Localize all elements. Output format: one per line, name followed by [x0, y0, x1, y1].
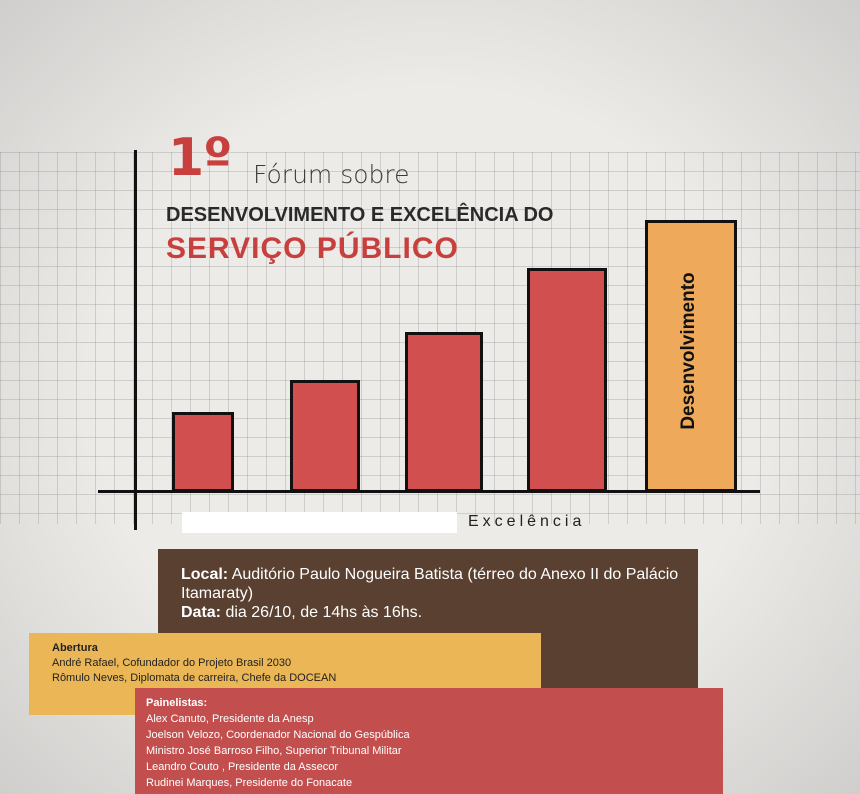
x-caption-blank-box — [182, 512, 457, 533]
opening-speaker: Rômulo Neves, Diplomata de carreira, Che… — [52, 672, 337, 684]
panelist: Leandro Couto , Presidente da Assecor — [146, 761, 339, 773]
bar — [172, 412, 234, 492]
location-value: Auditório Paulo Nogueira Batista (térreo… — [181, 566, 679, 602]
bar-desenvolvimento — [645, 220, 737, 492]
event-info-text: Local: Auditório Paulo Nogueira Batista … — [181, 565, 681, 622]
date-label: Data: — [181, 604, 222, 621]
date-value: dia 26/10, de 14hs às 16hs. — [225, 604, 423, 621]
bar — [527, 268, 607, 492]
title-subject: DESENVOLVIMENTO E EXCELÊNCIA DO — [166, 204, 554, 226]
panelist: Rudinei Marques, Presidente do Fonacate — [146, 777, 353, 789]
bar-label-desenvolvimento: Desenvolvimento — [678, 272, 699, 430]
opening-text: Abertura André Rafael, Cofundador do Pro… — [52, 641, 336, 686]
forum-number: 1º — [168, 128, 233, 188]
title-forum-sobre: Fórum sobre — [253, 160, 410, 189]
y-axis — [134, 150, 137, 530]
bar — [405, 332, 483, 492]
panelists-heading: Painelistas: — [146, 697, 208, 709]
x-axis-label: Excelência — [468, 513, 586, 530]
x-axis — [98, 490, 760, 493]
title-servico-publico: SERVIÇO PÚBLICO — [166, 232, 459, 265]
date-line: Data: dia 26/10, de 14hs às 16hs. — [181, 603, 681, 622]
panelist: Joelson Velozo, Coordenador Nacional do … — [146, 729, 410, 741]
panelist: Ministro José Barroso Filho, Superior Tr… — [146, 745, 402, 757]
location-label: Local: — [181, 566, 229, 583]
opening-speaker: André Rafael, Cofundador do Projeto Bras… — [52, 657, 292, 669]
panelist: Alex Canuto, Presidente da Anesp — [146, 713, 314, 725]
bar — [290, 380, 360, 492]
panelists-text: Painelistas: Alex Canuto, Presidente da … — [146, 695, 410, 791]
panelists-panel — [135, 688, 723, 794]
location-line: Local: Auditório Paulo Nogueira Batista … — [181, 565, 681, 603]
opening-heading: Abertura — [52, 642, 98, 654]
